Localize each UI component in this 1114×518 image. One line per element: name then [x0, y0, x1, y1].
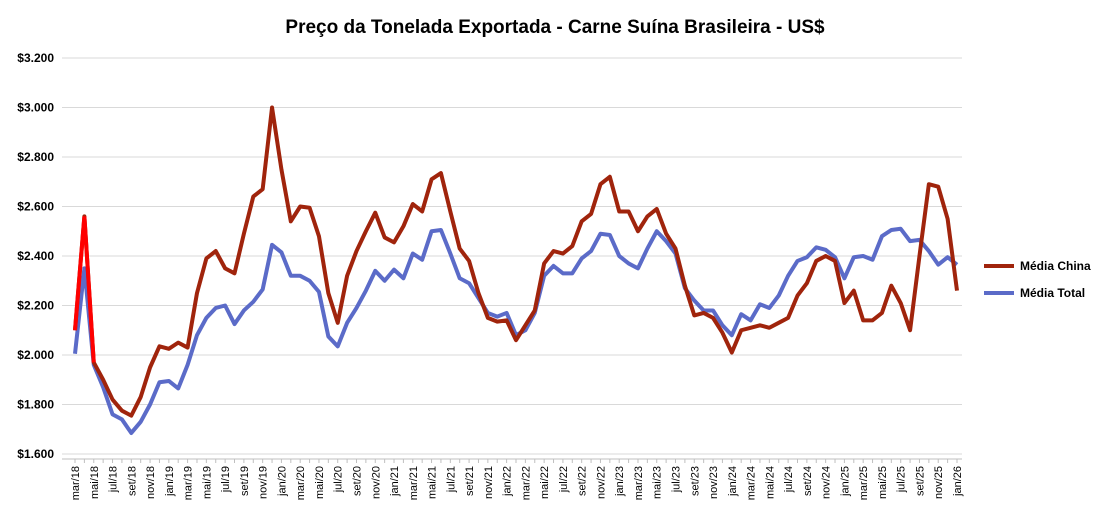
x-tick-label: set/18 [126, 466, 138, 496]
x-tick-label: jul/25 [896, 466, 908, 493]
y-tick-label: $1.600 [17, 447, 54, 461]
x-tick-label: jan/20 [276, 466, 288, 497]
x-tick-label: jan/21 [389, 466, 401, 497]
x-tick-label: mai/24 [764, 466, 776, 499]
x-tick-label: mai/18 [89, 466, 101, 499]
x-tick-label: nov/24 [821, 466, 833, 499]
x-tick-label: mai/22 [539, 466, 551, 499]
x-tick-label: mar/18 [70, 466, 82, 500]
x-tick-label: nov/25 [933, 466, 945, 499]
y-tick-label: $2.800 [17, 150, 54, 164]
x-tick-label: set/22 [577, 466, 589, 496]
series-line-china [73, 105, 959, 418]
y-tick-label: $2.600 [17, 200, 54, 214]
x-tick-label: set/20 [351, 466, 363, 496]
x-tick-label: nov/22 [595, 466, 607, 499]
x-tick-label: jan/26 [952, 466, 964, 497]
x-tick-label: mar/25 [858, 466, 870, 500]
x-tick-label: jan/23 [614, 466, 626, 497]
x-tick-label: nov/23 [708, 466, 720, 499]
x-tick-label: mai/19 [201, 466, 213, 499]
x-tick-label: jan/22 [502, 466, 514, 497]
x-tick-label: mai/25 [877, 466, 889, 499]
y-tick-label: $3.000 [17, 101, 54, 115]
y-tick-label: $3.200 [17, 51, 54, 65]
y-tick-label: $1.800 [17, 398, 54, 412]
x-tick-label: mar/23 [633, 466, 645, 500]
x-tick-label: jul/18 [108, 466, 120, 493]
legend-label-total: Média Total [1020, 286, 1085, 300]
x-tick-label: nov/21 [483, 466, 495, 499]
series-lines [73, 105, 959, 435]
x-tick-label: nov/18 [145, 466, 157, 499]
x-tick-label: mar/19 [183, 466, 195, 500]
x-axis: mar/18 mai/18 jul/18 set/18 nov/18 jan/19 mar/… [62, 458, 964, 500]
x-tick-label: nov/19 [258, 466, 270, 499]
x-tick-label: mar/20 [295, 466, 307, 500]
x-tick-label: set/24 [802, 466, 814, 496]
x-tick-label: mai/21 [427, 466, 439, 499]
x-tick-label: jul/23 [671, 466, 683, 493]
x-tick-label: jan/24 [727, 466, 739, 497]
y-tick-label: $2.000 [17, 348, 54, 362]
legend-label-china: Média China [1020, 259, 1091, 273]
y-tick-label: $2.200 [17, 299, 54, 313]
y-tick-label: $2.400 [17, 249, 54, 263]
x-tick-label: nov/20 [370, 466, 382, 499]
y-axis: $1.600 $1.800 $2.000 $2.200 $2.400 $2.600 $2.8… [17, 51, 54, 461]
x-tick-label: jul/19 [220, 466, 232, 493]
x-tick-label: mar/21 [408, 466, 420, 500]
legend: Média China Média Total [984, 259, 1091, 300]
x-tick-label: mar/22 [520, 466, 532, 500]
x-tick-label: mai/20 [314, 466, 326, 499]
x-tick-label: set/21 [464, 466, 476, 496]
x-tick-label: jul/22 [558, 466, 570, 493]
x-tick-label: jan/19 [164, 466, 176, 497]
x-tick-label: set/19 [239, 466, 251, 496]
x-tick-label: set/23 [689, 466, 701, 496]
x-tick-label: set/25 [914, 466, 926, 496]
x-tick-label: jul/21 [445, 466, 457, 493]
x-tick-label: jul/24 [783, 466, 795, 493]
x-tick-label: jul/20 [333, 466, 345, 493]
x-tick-label: mar/24 [746, 466, 758, 500]
chart-title: Preço da Tonelada Exportada - Carne Suín… [285, 17, 825, 38]
x-tick-label: jan/25 [839, 466, 851, 497]
x-tick-label: mai/23 [652, 466, 664, 499]
